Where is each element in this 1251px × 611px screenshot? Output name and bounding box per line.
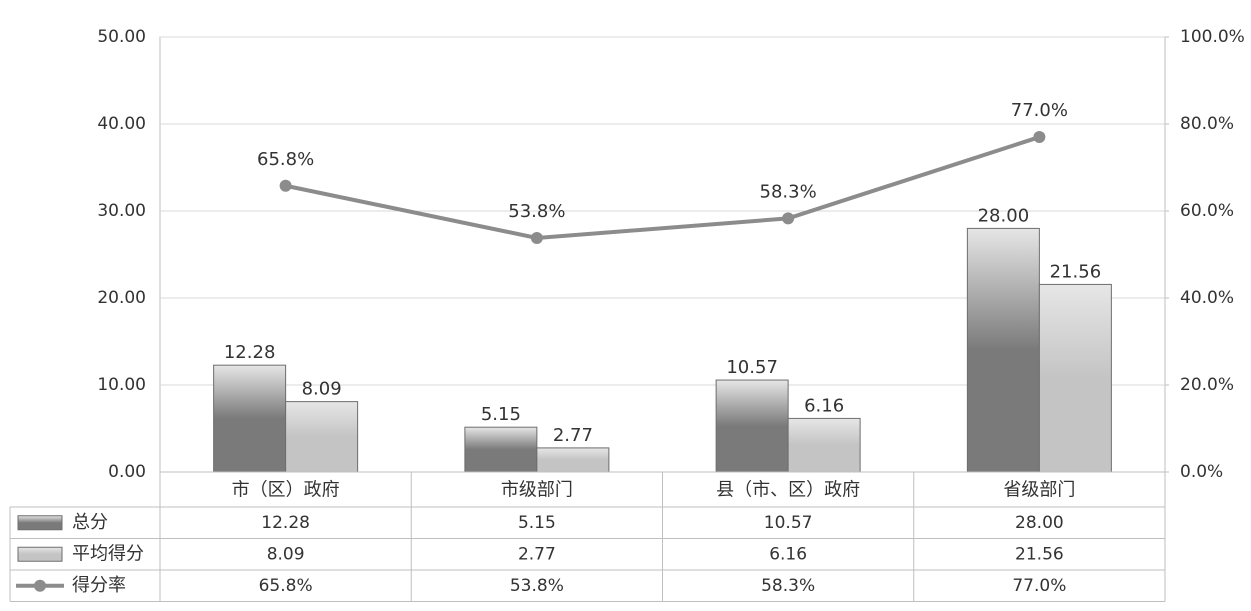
y2-tick-label: 100.0% [1180, 27, 1245, 47]
legend-key [34, 579, 46, 592]
legend-label: 总分 [72, 512, 108, 533]
y-tick-label: 10.00 [97, 375, 146, 395]
line-point [530, 231, 543, 244]
table-cell: 21.56 [1015, 544, 1064, 564]
bar [966, 227, 1040, 473]
line [285, 135, 1040, 240]
bar [787, 417, 861, 473]
bar [1038, 283, 1112, 473]
table-cell: 6.16 [769, 544, 807, 564]
table-cell: 77.0% [1012, 576, 1066, 596]
legend-key [17, 546, 63, 562]
y-tick-label: 20.00 [97, 288, 146, 308]
data-label: 8.09 [302, 379, 342, 400]
table-cell: 10.57 [764, 513, 813, 533]
x-tick-label: 县（市、区）政府 [716, 480, 860, 501]
table-cell: 58.3% [761, 576, 815, 596]
table-cell: 8.09 [267, 544, 305, 564]
legend-label: 得分率 [72, 575, 126, 596]
legend-key [17, 515, 63, 531]
x-tick-label: 市（区）政府 [232, 480, 340, 501]
bar [285, 401, 359, 473]
data-label: 21.56 [1050, 261, 1102, 282]
bar [464, 426, 538, 473]
data-label: 77.0% [1011, 100, 1068, 121]
data-label: 5.15 [481, 404, 521, 425]
table-cell: 5.15 [518, 513, 556, 533]
y2-tick-label: 0.0% [1180, 462, 1223, 482]
x-tick-label: 市级部门 [501, 480, 573, 501]
data-label: 53.8% [508, 201, 565, 222]
table-cell: 28.00 [1015, 513, 1064, 533]
data-label: 65.8% [257, 149, 314, 170]
table-cell: 2.77 [518, 544, 556, 564]
line-point [782, 212, 795, 225]
data-label: 10.57 [726, 357, 778, 378]
x-tick-label: 省级部门 [1003, 480, 1075, 501]
y-tick-label: 0.00 [108, 462, 146, 482]
bar [715, 379, 789, 473]
legend-label: 平均得分 [72, 543, 144, 564]
data-label: 2.77 [553, 425, 593, 446]
table-cell: 53.8% [510, 576, 564, 596]
y2-tick-label: 60.0% [1180, 201, 1234, 221]
bar [213, 364, 287, 473]
y2-tick-label: 40.0% [1180, 288, 1234, 308]
y-tick-label: 40.00 [97, 114, 146, 134]
y-tick-label: 50.00 [97, 27, 146, 47]
y2-tick-label: 20.0% [1180, 375, 1234, 395]
line-point [1033, 131, 1046, 144]
y-tick-label: 30.00 [97, 201, 146, 221]
bar [536, 447, 610, 473]
line-point [279, 179, 292, 192]
data-label: 28.00 [978, 205, 1030, 226]
table-cell: 12.28 [261, 513, 310, 533]
y2-tick-label: 80.0% [1180, 114, 1234, 134]
data-label: 58.3% [760, 181, 817, 202]
data-label: 12.28 [224, 342, 276, 363]
table-cell: 65.8% [259, 576, 313, 596]
data-label: 6.16 [804, 395, 844, 416]
